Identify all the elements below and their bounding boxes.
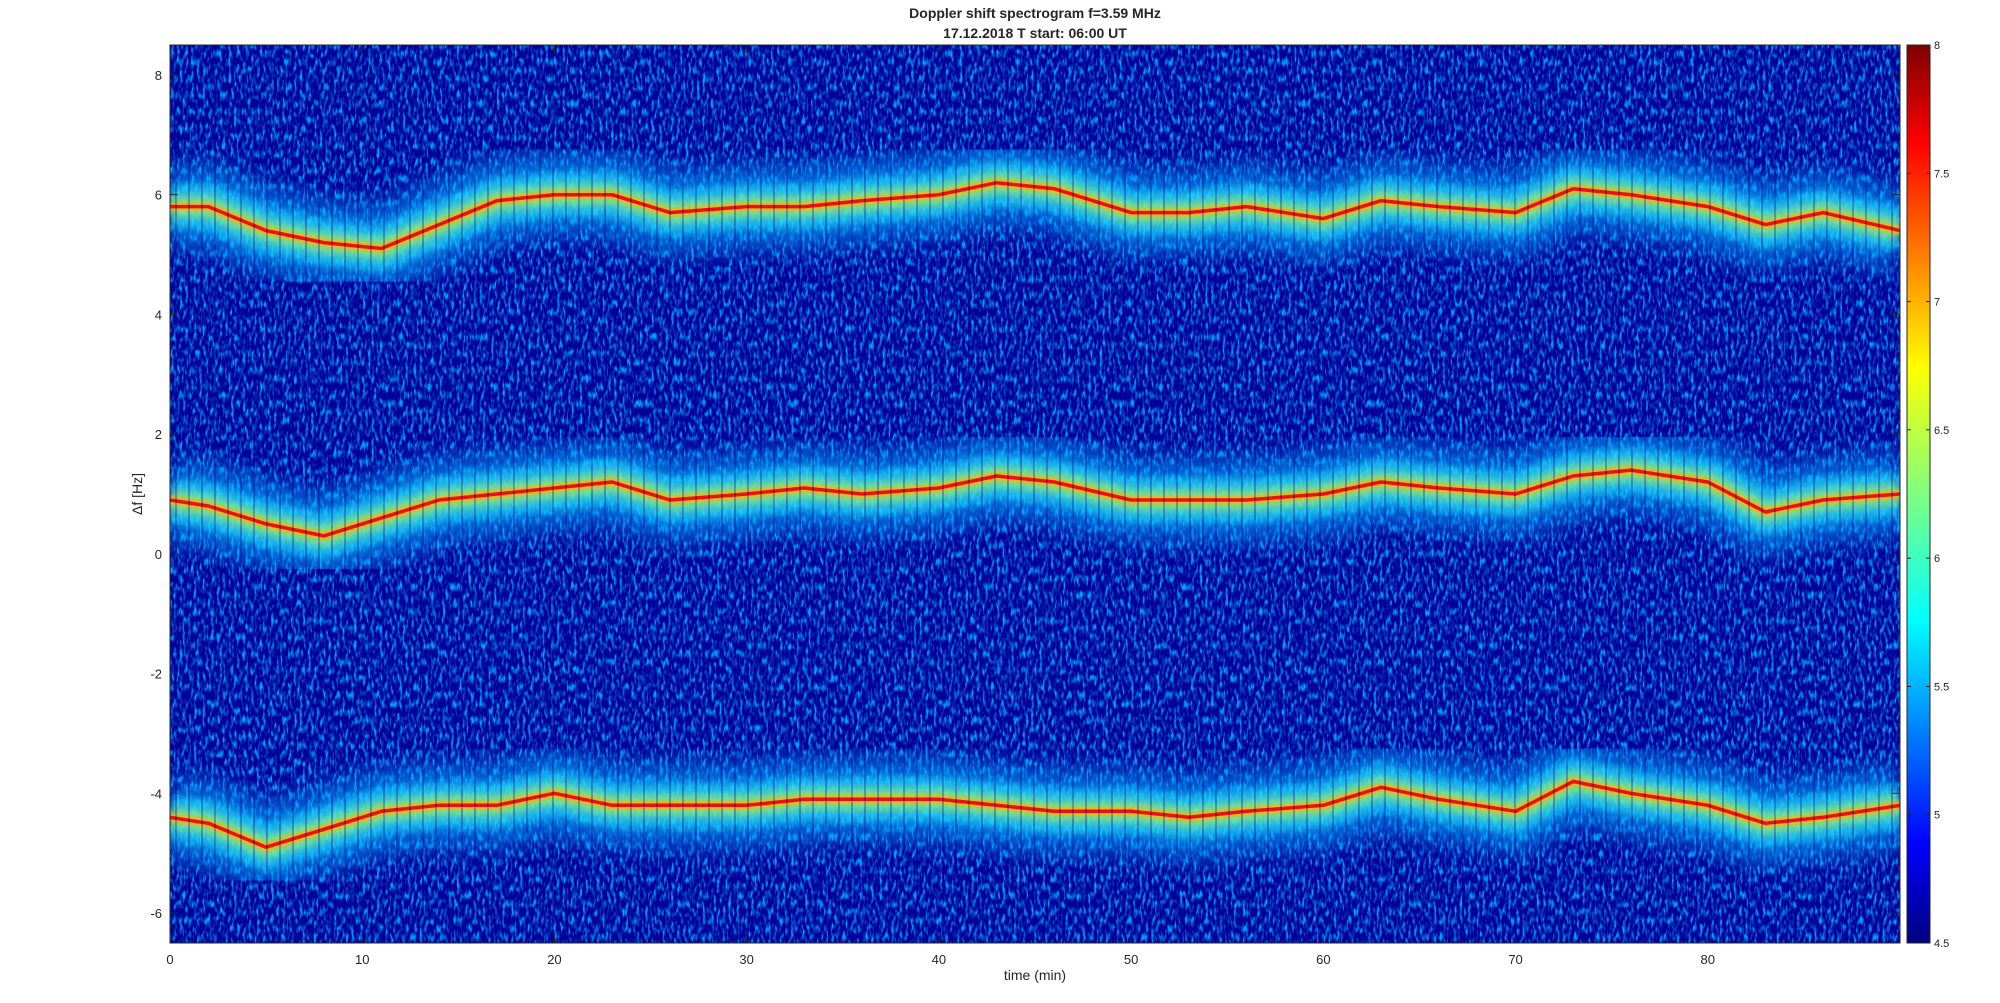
chart-title: Doppler shift spectrogram f=3.59 MHz [909,5,1161,21]
y-tick-label: 0 [155,547,162,562]
colorbar-tick-label: 6.5 [1934,425,1949,437]
signal-bands [170,140,1900,890]
x-tick-label: 80 [1701,952,1715,967]
colorbar-tick-label: 7 [1934,297,1940,309]
x-tick-label: 60 [1316,952,1330,967]
y-tick-label: -6 [150,906,162,921]
plot-frame [169,44,1901,944]
time-stripes [175,45,1893,943]
x-axis-label: time (min) [1004,967,1066,983]
x-tick-label: 70 [1508,952,1522,967]
doppler-trace [170,180,1900,251]
x-tick-label: 20 [547,952,561,967]
trace-band-1 [170,140,1900,291]
colorbar-tick-label: 4.5 [1934,938,1949,950]
doppler-trace [170,468,1900,538]
y-tick-label: 2 [155,427,162,442]
y-tick-label: -2 [150,667,162,682]
colorbar-tick-label: 5.5 [1934,681,1949,693]
y-tick-label: 8 [155,68,162,83]
y-tick-label: 4 [155,307,162,322]
trace-band-2 [170,427,1900,579]
colorbar-tick-label: 5 [1934,810,1940,822]
x-tick-label: 0 [166,952,173,967]
y-axis-label: Δf [Hz] [129,473,145,515]
trace-band-3 [170,738,1900,890]
y-tick-label: 6 [155,188,162,203]
x-tick-label: 50 [1124,952,1138,967]
x-axis: 0 10 20 30 40 50 60 70 80 [166,45,1715,967]
colorbar-axis: 4.5 5 5.5 6 6.5 7 7.5 8 [1907,40,1949,950]
plot-area [170,45,1900,943]
doppler-trace [170,779,1900,849]
chart-subtitle: 17.12.2018 T start: 06:00 UT [943,25,1127,41]
colorbar-tick-label: 7.5 [1934,168,1949,180]
colorbar [1906,44,1931,944]
x-tick-label: 30 [739,952,753,967]
x-tick-label: 40 [932,952,946,967]
x-tick-label: 10 [355,952,369,967]
colorbar-tick-label: 6 [1934,553,1940,565]
colorbar-tick-label: 8 [1934,40,1940,52]
y-tick-label: -4 [150,786,162,801]
y-axis: -6 -4 -2 0 2 4 6 8 [150,68,1900,921]
